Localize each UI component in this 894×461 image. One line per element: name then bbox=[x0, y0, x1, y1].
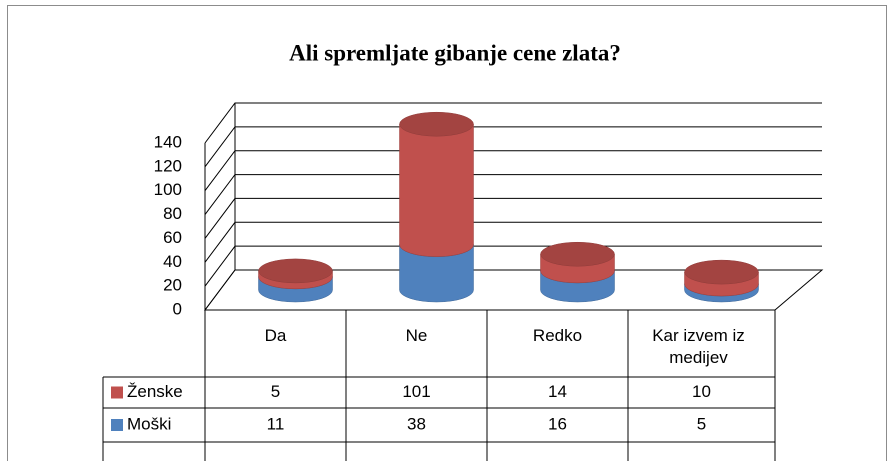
y-tick-label: 120 bbox=[154, 156, 182, 175]
grid-line bbox=[204, 221, 822, 263]
grid-line bbox=[204, 269, 822, 311]
table-value: 5 bbox=[271, 382, 280, 401]
legend-label: Ženske bbox=[127, 382, 183, 401]
legend-key bbox=[111, 419, 123, 431]
cylinder-cap bbox=[258, 258, 333, 284]
cylinder-cap bbox=[540, 241, 615, 267]
x-category-label: Ne bbox=[405, 326, 428, 345]
table-value: 5 bbox=[697, 414, 706, 433]
y-tick-label: 20 bbox=[163, 276, 182, 295]
legend-label: Moški bbox=[127, 414, 171, 433]
cylinder-segment bbox=[399, 244, 474, 303]
cylinder-cap bbox=[684, 259, 759, 285]
table-value: 101 bbox=[402, 382, 430, 401]
table-value: 11 bbox=[267, 414, 285, 433]
x-category-label: Redko bbox=[532, 326, 583, 345]
grid-line bbox=[204, 174, 822, 215]
chart-title: Ali spremljate gibanje cene zlata? bbox=[289, 40, 621, 65]
legend-key bbox=[111, 386, 123, 399]
x-category-label: Kar izvem iz medijev bbox=[652, 326, 745, 367]
table-value: 16 bbox=[548, 414, 567, 433]
table-value: 14 bbox=[548, 382, 567, 401]
grid-line bbox=[204, 197, 822, 239]
cylinder-segment bbox=[399, 123, 474, 257]
x-category-label: Da bbox=[264, 326, 287, 345]
y-tick-label: 80 bbox=[163, 204, 182, 223]
grid-line bbox=[204, 102, 822, 144]
grid-line bbox=[204, 245, 822, 287]
y-tick-label: 60 bbox=[163, 228, 182, 247]
grid-line bbox=[204, 126, 822, 168]
table-value: 38 bbox=[407, 414, 426, 433]
table-value: 10 bbox=[692, 382, 711, 401]
grid-line bbox=[204, 150, 822, 192]
y-tick-label: 0 bbox=[173, 299, 182, 318]
y-tick-label: 100 bbox=[154, 180, 182, 199]
y-tick-label: 140 bbox=[154, 132, 182, 151]
y-tick-label: 40 bbox=[163, 252, 182, 271]
cylinder-cap bbox=[399, 111, 474, 137]
